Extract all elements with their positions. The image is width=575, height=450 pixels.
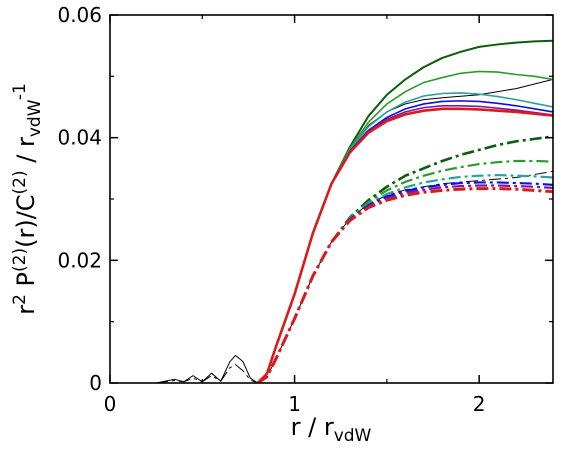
tick-layer: 0 1 2 0 0.02 0.04 0.06 <box>57 3 553 416</box>
series-line-6 <box>257 104 553 383</box>
y-axis-title: r2 P(2)(r)/C(2) / rvdW-1 <box>10 83 45 315</box>
y-axis-title-sup1: 2 <box>10 294 30 305</box>
series-line-7 <box>256 107 553 383</box>
x-tick-label-2: 2 <box>473 392 486 416</box>
series-line-13 <box>256 187 553 383</box>
series-line-8 <box>256 135 553 383</box>
series-line-11 <box>257 181 553 383</box>
x-axis-title-subscript: vdW <box>334 426 372 446</box>
x-tick-label-0: 0 <box>104 392 117 416</box>
series-line-0 <box>110 78 553 383</box>
x-axis-title-main: r / r <box>291 413 334 441</box>
y-axis-title-part4: / r <box>12 137 40 170</box>
series-line-9 <box>257 159 553 383</box>
y-tick-label-1: 0.02 <box>57 248 102 272</box>
y-tick-label-0: 0 <box>89 371 102 395</box>
y-tick-label-2: 0.04 <box>57 126 102 150</box>
y-tick-label-3: 0.06 <box>57 3 102 27</box>
series-line-3 <box>257 70 553 383</box>
x-tick-label-1: 1 <box>288 392 301 416</box>
series-layer <box>110 39 553 383</box>
y-axis-title-sup3: (2) <box>10 170 30 194</box>
y-axis-title-part3: (r)/C <box>12 194 40 247</box>
series-line-12 <box>257 184 553 383</box>
series-line-1 <box>110 170 553 383</box>
x-axis-title: r / rvdW <box>291 413 372 446</box>
series-line-10 <box>257 173 553 383</box>
series-line-4 <box>257 92 553 383</box>
y-axis-title-part1: r <box>12 305 40 315</box>
y-axis-title-sup4: -1 <box>10 83 30 100</box>
y-axis-title-sub4: vdW <box>25 99 45 137</box>
y-axis-title-sup2: (2) <box>10 248 30 272</box>
y-axis-title-part2: P <box>12 272 40 294</box>
plot-frame <box>109 14 554 384</box>
